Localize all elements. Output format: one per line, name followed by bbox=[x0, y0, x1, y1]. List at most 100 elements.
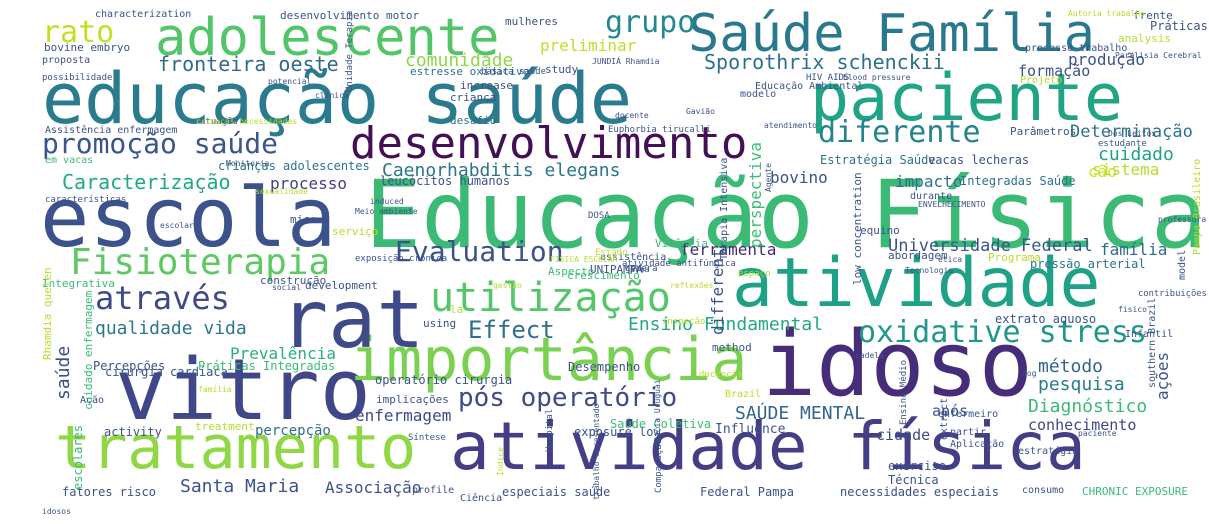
cloud-word: Bacia Uruguai bbox=[653, 379, 662, 442]
cloud-word: genera bbox=[625, 264, 658, 274]
cloud-word: cuidado bbox=[1098, 144, 1174, 165]
cloud-word: Santa Maria bbox=[180, 476, 300, 497]
cloud-word: atuação bbox=[200, 117, 238, 127]
cloud-word: Monitoria bbox=[226, 159, 270, 168]
cloud-word: exposição crônica bbox=[355, 254, 448, 264]
cloud-word: Ciência bbox=[460, 493, 503, 504]
cloud-word: processo trabalho bbox=[1025, 43, 1128, 54]
cloud-word: impacto bbox=[895, 172, 963, 191]
cloud-word: study bbox=[545, 63, 579, 76]
cloud-word: model bbox=[1177, 249, 1188, 280]
cloud-word: Desempenho bbox=[568, 360, 641, 374]
cloud-word: criança bbox=[450, 91, 497, 104]
cloud-word: oxidative stress bbox=[858, 315, 1147, 350]
cloud-word: ética bbox=[938, 255, 963, 264]
cloud-word: percepção bbox=[255, 423, 331, 439]
cloud-word: necessidades especiais bbox=[840, 485, 999, 499]
cloud-word: área bbox=[630, 265, 650, 274]
cloud-word: estudante bbox=[1098, 139, 1147, 149]
cloud-word: cidade bbox=[876, 426, 931, 444]
cloud-word: exposure low bbox=[574, 425, 661, 439]
cloud-word: qualidade vida bbox=[95, 318, 247, 339]
cloud-word: desenvolvimento bbox=[350, 118, 748, 169]
cloud-word: characterization bbox=[95, 9, 192, 20]
cloud-word: reflexões bbox=[670, 281, 714, 290]
cloud-word: development bbox=[305, 279, 378, 292]
cloud-word: UNIPAMPA bbox=[590, 263, 643, 276]
cloud-word: Integradas Saúde bbox=[960, 174, 1076, 188]
cloud-word: Brazil bbox=[725, 389, 762, 400]
cloud-word: docência bbox=[699, 370, 743, 380]
cloud-word: Ação bbox=[80, 395, 105, 406]
cloud-word: Educação Ambiental bbox=[755, 81, 864, 92]
cloud-word: diferente bbox=[818, 115, 981, 150]
cloud-word: Associação bbox=[325, 478, 422, 497]
cloud-word: Influence bbox=[715, 422, 786, 437]
cloud-word: Ensino Fundamental bbox=[628, 314, 824, 335]
cloud-word: Estado bbox=[595, 248, 628, 258]
cloud-word: extrato aquoso bbox=[995, 312, 1097, 326]
cloud-word: activity bbox=[104, 425, 162, 439]
cloud-word: sexualidade bbox=[255, 187, 308, 196]
cloud-word: using bbox=[423, 317, 457, 330]
cloud-word: após bbox=[932, 402, 969, 420]
cloud-word: trabalho apresentado bbox=[592, 403, 601, 500]
cloud-word: vitro bbox=[115, 341, 371, 440]
cloud-word: bovine embryo bbox=[44, 41, 131, 54]
cloud-word: Assistência enfermagem bbox=[45, 125, 178, 136]
cloud-word: escolares bbox=[71, 424, 85, 490]
cloud-word: processo bbox=[270, 174, 348, 193]
cloud-word: DOSA bbox=[588, 211, 610, 221]
cloud-word: pós operatório bbox=[458, 383, 678, 413]
cloud-word: enfermeiro bbox=[938, 409, 999, 420]
cloud-word: operatório cirurgia bbox=[375, 373, 513, 387]
cloud-word: increase bbox=[460, 79, 513, 92]
cloud-word: desafio bbox=[450, 114, 497, 127]
cloud-word: Unidade Terapia bbox=[345, 10, 355, 92]
cloud-word: conhecimento bbox=[1028, 416, 1137, 434]
cloud-word: atividade bbox=[732, 244, 1101, 323]
cloud-word: tratamento bbox=[55, 413, 417, 483]
cloud-word: escola bbox=[40, 171, 337, 266]
cloud-word: Estratégia Saúde bbox=[820, 153, 936, 167]
cloud-word: Práticas Integradas bbox=[198, 359, 336, 373]
cloud-word: Sporothrix schenckii bbox=[704, 50, 945, 74]
cloud-word: clínica bbox=[315, 91, 349, 100]
cloud-word: induced bbox=[370, 197, 404, 206]
cloud-word: crianças adolescentes bbox=[218, 159, 370, 173]
cloud-word: Rhamdia quelen bbox=[41, 267, 54, 360]
cloud-word: Vivência bbox=[655, 237, 708, 250]
cloud-word: Federal Pampa bbox=[700, 485, 794, 499]
cloud-word: bovino bbox=[770, 168, 828, 187]
cloud-word: dog bbox=[1022, 369, 1037, 378]
cloud-word: low concentration bbox=[851, 172, 864, 285]
cloud-word: Pampa Brasileiro bbox=[1192, 158, 1203, 255]
cloud-word: Caenorhabditis elegans bbox=[382, 160, 621, 181]
cloud-word: pressão arterial bbox=[1030, 257, 1146, 271]
cloud-word: modelo bbox=[740, 89, 777, 100]
cloud-word: Prevalência bbox=[230, 344, 336, 363]
cloud-word: abordagem bbox=[888, 249, 948, 262]
cloud-word: importância bbox=[350, 325, 748, 395]
cloud-word: Meio ambiente bbox=[355, 207, 418, 216]
cloud-word: Diagnóstico bbox=[1028, 396, 1148, 417]
cloud-word: Caracterização bbox=[62, 170, 231, 194]
cloud-word: equino bbox=[860, 224, 900, 237]
cloud-word: Determinação bbox=[1070, 122, 1193, 142]
cloud-word: analysis bbox=[1118, 32, 1171, 45]
cloud-word: escolar bbox=[160, 221, 194, 230]
cloud-word: saúde bbox=[53, 345, 74, 400]
cloud-word: Integrativa bbox=[42, 277, 115, 290]
cloud-word: Comparação bbox=[654, 438, 664, 493]
cloud-word: atividade física bbox=[450, 408, 1086, 485]
cloud-word: educação saúde bbox=[42, 58, 633, 140]
cloud-word: paciente bbox=[810, 61, 1124, 136]
cloud-word: adolescente bbox=[155, 8, 500, 68]
cloud-word: preliminar bbox=[540, 36, 637, 55]
cloud-word: cadela bbox=[855, 351, 884, 360]
cloud-word: sistema bbox=[1092, 160, 1160, 179]
cloud-word: crianças necessidades bbox=[196, 117, 298, 126]
cloud-word: blood pressure bbox=[843, 73, 911, 82]
cloud-word: rato bbox=[42, 15, 115, 50]
